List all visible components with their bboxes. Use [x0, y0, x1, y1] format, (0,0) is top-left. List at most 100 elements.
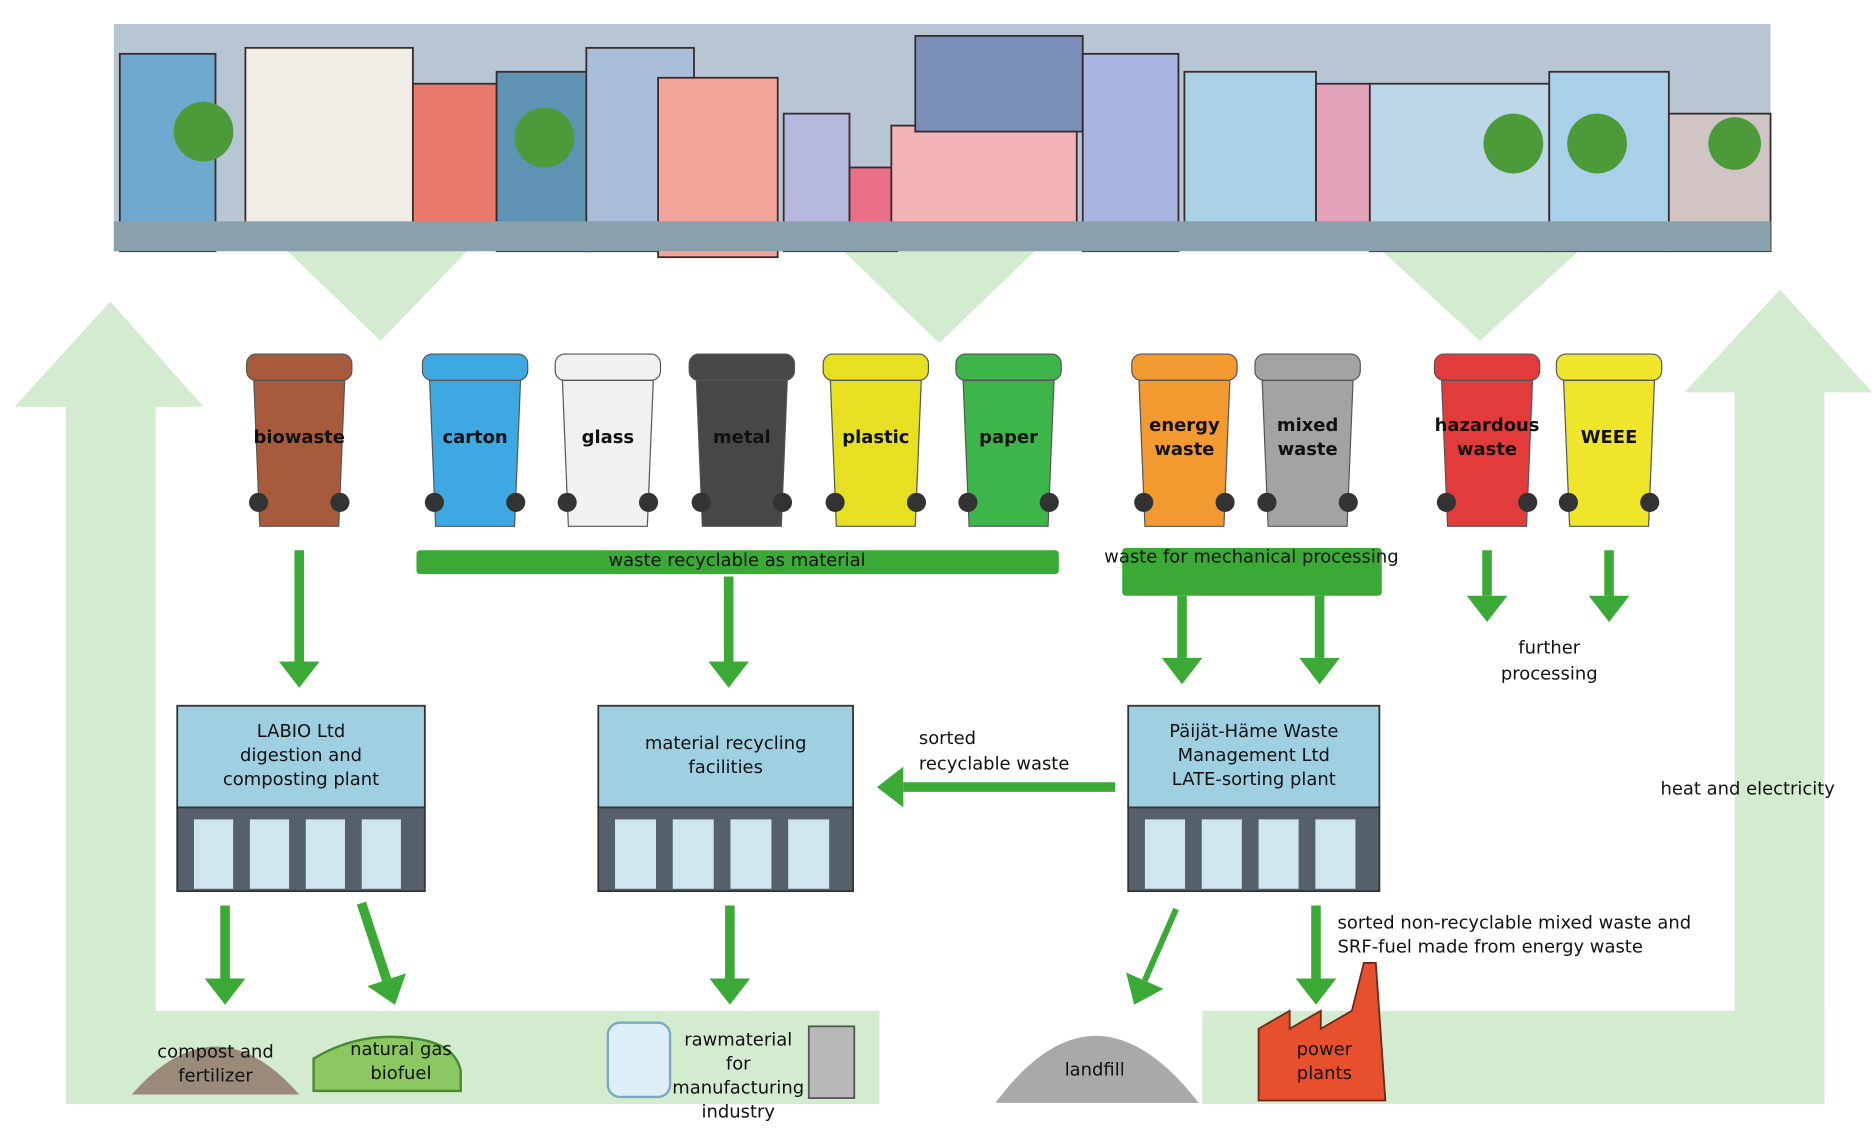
bin-wheel — [506, 492, 526, 512]
jar-icon — [606, 1021, 672, 1099]
facility-window — [615, 819, 656, 889]
facility-label: digestion and — [240, 745, 362, 766]
bin-body — [253, 379, 346, 527]
bin-body — [829, 379, 922, 527]
flow-arrow-head — [367, 973, 407, 1005]
flow-arrow-head — [708, 661, 750, 688]
facility-window — [672, 819, 714, 889]
flow-arrow-head — [1161, 657, 1203, 685]
facility-window — [193, 819, 234, 889]
facility-window — [730, 819, 772, 889]
facility-sign — [1127, 704, 1381, 809]
compost-pile — [131, 1046, 300, 1095]
bin-lid — [554, 353, 662, 381]
bin-label: carton — [442, 427, 507, 448]
bin-wheel — [772, 492, 793, 512]
group-bar — [1122, 547, 1382, 596]
bin-label: waste — [1457, 439, 1517, 460]
output-label: landfill — [1065, 1060, 1125, 1081]
facility-window — [249, 819, 290, 889]
bin-label: biowaste — [254, 427, 345, 448]
facility-label: LATE-sorting plant — [1172, 769, 1336, 790]
flow-label: SRF-fuel made from energy waste — [1338, 936, 1643, 957]
flow-arrow-left — [14, 301, 204, 1103]
city-arrow — [1375, 245, 1586, 341]
bin-wheel — [248, 492, 269, 512]
city-arrow — [837, 245, 1041, 344]
output-label: biofuel — [370, 1063, 431, 1084]
flow-arrow-head — [1295, 978, 1337, 1005]
bin-lid — [246, 353, 353, 381]
bin-lid — [1555, 353, 1663, 381]
output-label: for — [726, 1054, 751, 1075]
facility-window — [1144, 819, 1186, 889]
bin-label: energy — [1149, 415, 1220, 436]
bin-body — [1138, 379, 1231, 527]
bin-body — [1562, 379, 1656, 527]
factory-icon — [1257, 962, 1387, 1102]
bin-wheel — [638, 492, 659, 512]
flow-arrow-head — [876, 766, 904, 808]
flow-arrow-head — [1466, 595, 1508, 623]
bin-wheel — [1640, 492, 1660, 512]
flow-label: sorted non-recyclable mixed waste and — [1338, 912, 1692, 933]
output-label: industry — [701, 1101, 775, 1122]
bin-body — [561, 379, 654, 527]
bin-label: hazardous — [1435, 415, 1540, 436]
group-label: waste recyclable as material — [608, 550, 865, 571]
city-illustration — [113, 23, 1772, 259]
output-label: rawmaterial — [684, 1030, 792, 1051]
facility-window — [1201, 819, 1242, 889]
flow-arrow-head — [204, 978, 246, 1005]
output-label: fertilizer — [178, 1066, 253, 1087]
bin-wheel — [424, 492, 444, 512]
flow-label: heat and electricity — [1660, 778, 1835, 799]
bin-label: plastic — [842, 427, 909, 448]
facility-label: LABIO Ltd — [257, 721, 346, 742]
facility-window — [305, 819, 345, 889]
group-bar — [416, 550, 1059, 575]
facility-label: material recycling — [645, 733, 807, 754]
bin-label: paper — [979, 427, 1038, 448]
bin-wheel — [825, 492, 845, 512]
bin-lid — [955, 353, 1062, 381]
bin-label: waste — [1154, 439, 1214, 460]
output-label: manufacturing — [672, 1078, 804, 1099]
facility-label: Management Ltd — [1178, 745, 1330, 766]
can-icon — [807, 1025, 856, 1099]
city-arrow — [281, 245, 473, 341]
bin-body — [428, 379, 522, 527]
bin-wheel — [1338, 492, 1358, 512]
facility-window — [1258, 819, 1299, 889]
bin-wheel — [1215, 492, 1235, 512]
facility-label: composting plant — [223, 769, 379, 790]
flow-arrow-head — [709, 978, 751, 1005]
flow-label: sorted — [919, 728, 976, 749]
bin-label: WEEE — [1581, 427, 1638, 448]
group-label: waste for mechanical processing — [1104, 546, 1398, 567]
facility-window — [1315, 819, 1356, 889]
bin-lid — [1433, 353, 1541, 381]
bin-wheel — [1558, 492, 1578, 512]
car-icon — [312, 1035, 462, 1093]
bin-lid — [1131, 353, 1238, 381]
facility-label: Päijät-Häme Waste — [1169, 721, 1338, 742]
facility-label: facilities — [688, 757, 763, 778]
bin-wheel — [906, 492, 927, 512]
bin-label: metal — [713, 427, 771, 448]
output-label: natural gas — [350, 1039, 452, 1060]
facility-sign — [597, 704, 854, 809]
bin-label: waste — [1278, 439, 1338, 460]
output-label: compost and — [157, 1042, 273, 1063]
output-label: power — [1297, 1039, 1353, 1060]
bin-lid — [421, 353, 529, 381]
bin-wheel — [557, 492, 577, 512]
bin-wheel — [1436, 492, 1456, 512]
facility-window — [361, 819, 401, 889]
bin-body — [695, 379, 788, 527]
flow-arrow-head — [278, 661, 320, 688]
bin-body — [962, 379, 1055, 527]
flow-arrow — [1141, 907, 1179, 982]
flow-label: recyclable waste — [919, 753, 1070, 774]
output-label: plants — [1297, 1063, 1352, 1084]
